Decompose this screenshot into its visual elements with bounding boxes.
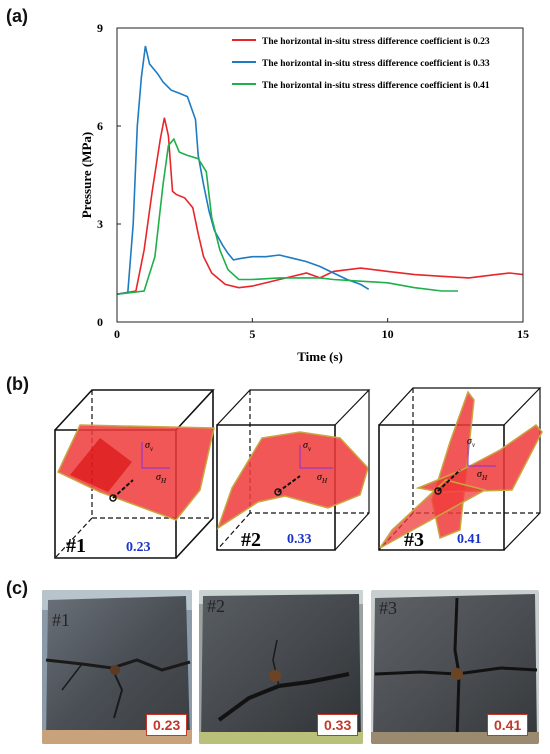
sigma-h-sub-2: H <box>321 477 328 485</box>
sigma-v-sub-3: v <box>472 441 476 449</box>
block-1: σv σH #1 0.23 <box>54 389 215 559</box>
legend-label-1: The horizontal in-situ stress difference… <box>262 37 490 47</box>
sigma-v-label-2: σ <box>303 440 309 451</box>
sigma-h-label-2: σ <box>317 472 323 483</box>
photo-tag-3: #3 <box>379 598 397 618</box>
photo-badge-1: 0.23 <box>146 714 188 736</box>
block-id-3: #3 <box>404 529 424 551</box>
panel-label-b: (b) <box>6 374 29 394</box>
x-tick-label: 5 <box>249 327 255 341</box>
sigma-v-label-3: σ <box>467 436 473 447</box>
specimen-photo-1: #1 0.23 <box>42 590 192 744</box>
block-coef-3: 0.41 <box>457 532 482 547</box>
plot-frame <box>116 27 524 323</box>
sigma-h-label-3: σ <box>477 469 483 480</box>
x-axis-label: Time (s) <box>297 349 343 364</box>
photo-badge-2: 0.33 <box>317 714 359 736</box>
legend-label-3: The horizontal in-situ stress difference… <box>262 81 490 91</box>
sigma-v-label-1: σ <box>145 440 151 451</box>
specimen-photo-3: #3 0.41 <box>371 590 539 744</box>
sigma-h-sub-3: H <box>481 474 488 482</box>
svg-text:σH: σH <box>477 469 488 482</box>
sigma-v-sub-2: v <box>308 445 312 453</box>
svg-text:σH: σH <box>156 472 167 485</box>
svg-text:σv: σv <box>145 440 154 453</box>
series-line-1 <box>116 117 524 295</box>
series-line-2 <box>116 45 370 295</box>
y-tick-label: 3 <box>97 217 103 231</box>
svg-text:σv: σv <box>303 440 312 453</box>
sigma-v-sub-1: v <box>150 445 154 453</box>
y-tick-label: 6 <box>97 119 103 133</box>
block-3: σv σH #3 0.41 <box>378 387 543 551</box>
y-axis-label: Pressure (MPa) <box>79 132 94 219</box>
svg-text:σv: σv <box>467 436 476 449</box>
pressure-time-chart: 0 5 10 15 0 3 6 9 Time (s) Pressure (MPa) The h… <box>79 21 529 364</box>
series-line-3 <box>116 137 458 295</box>
sigma-h-label-1: σ <box>156 472 162 483</box>
panel-label-c: (c) <box>6 578 28 598</box>
legend-label-2: The horizontal in-situ stress difference… <box>262 59 490 69</box>
block-coef-2: 0.33 <box>287 532 312 547</box>
sigma-h-sub-1: H <box>160 477 167 485</box>
specimen-photo-2: #2 0.33 <box>199 590 363 744</box>
photo-tag-1: #1 <box>52 610 70 630</box>
y-tick-label: 9 <box>97 21 103 35</box>
y-tick-label: 0 <box>97 315 103 329</box>
block-id-1: #1 <box>66 535 86 557</box>
block-id-2: #2 <box>241 529 261 551</box>
chart-legend: The horizontal in-situ stress difference… <box>232 37 490 91</box>
x-tick-label: 0 <box>114 327 120 341</box>
block-2: σv σH #2 0.33 <box>216 389 371 551</box>
x-tick-label: 10 <box>382 327 394 341</box>
fracture-diagram: σv σH #1 0.23 σv σH #2 0.33 σv σH #3 0.4… <box>54 387 543 559</box>
x-tick-label: 15 <box>517 327 529 341</box>
block-coef-1: 0.23 <box>126 540 151 555</box>
svg-text:σH: σH <box>317 472 328 485</box>
photo-badge-3: 0.41 <box>487 714 529 736</box>
panel-label-a: (a) <box>6 6 28 26</box>
photo-tag-2: #2 <box>207 596 225 616</box>
